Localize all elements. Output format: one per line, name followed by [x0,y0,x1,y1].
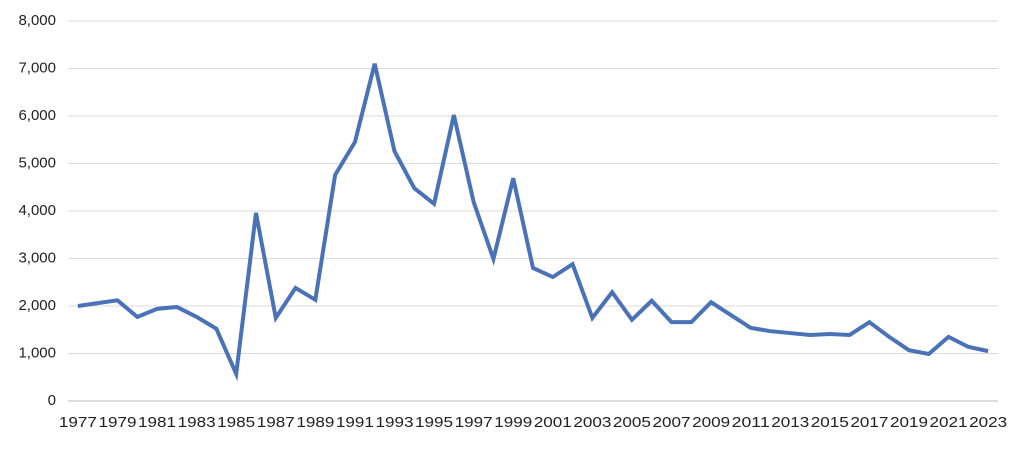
y-tick-label: 7,000 [18,59,56,76]
y-tick-label: 4,000 [18,202,56,219]
x-tick-label: 2021 [930,414,968,431]
x-tick-label: 1979 [98,414,136,431]
x-tick-label: 2017 [850,414,888,431]
y-tick-label: 0 [48,392,56,409]
x-tick-label: 1997 [455,414,493,431]
y-tick-label: 1,000 [18,344,56,361]
data-line [77,63,989,382]
y-tick-label: 5,000 [18,154,56,171]
x-tick-label: 2011 [732,414,770,431]
x-tick-label: 2019 [890,414,928,431]
x-tick-label: 1977 [59,414,97,431]
x-tick-label: 1981 [138,414,176,431]
y-tick-label: 3,000 [18,249,56,266]
x-tick-label: 1993 [375,414,413,431]
x-tick-label: 2023 [969,414,1007,431]
x-tick-label: 1999 [494,414,532,431]
x-tick-label: 1995 [415,414,453,431]
x-tick-label: 1991 [336,414,374,431]
x-tick-label: 2009 [692,414,730,431]
x-tick-label: 2001 [534,414,572,431]
y-tick-label: 2,000 [18,297,56,314]
x-tick-label: 1983 [178,414,216,431]
x-tick-label: 1989 [296,414,334,431]
y-tick-label: 6,000 [18,107,56,124]
x-tick-label: 2003 [573,414,611,431]
x-tick-label: 1987 [257,414,295,431]
x-tick-label: 2007 [653,414,691,431]
x-tick-label: 2013 [771,414,809,431]
x-tick-label: 2015 [811,414,849,431]
x-tick-label: 2005 [613,414,651,431]
y-tick-label: 8,000 [18,12,56,29]
x-tick-label: 1985 [217,414,255,431]
